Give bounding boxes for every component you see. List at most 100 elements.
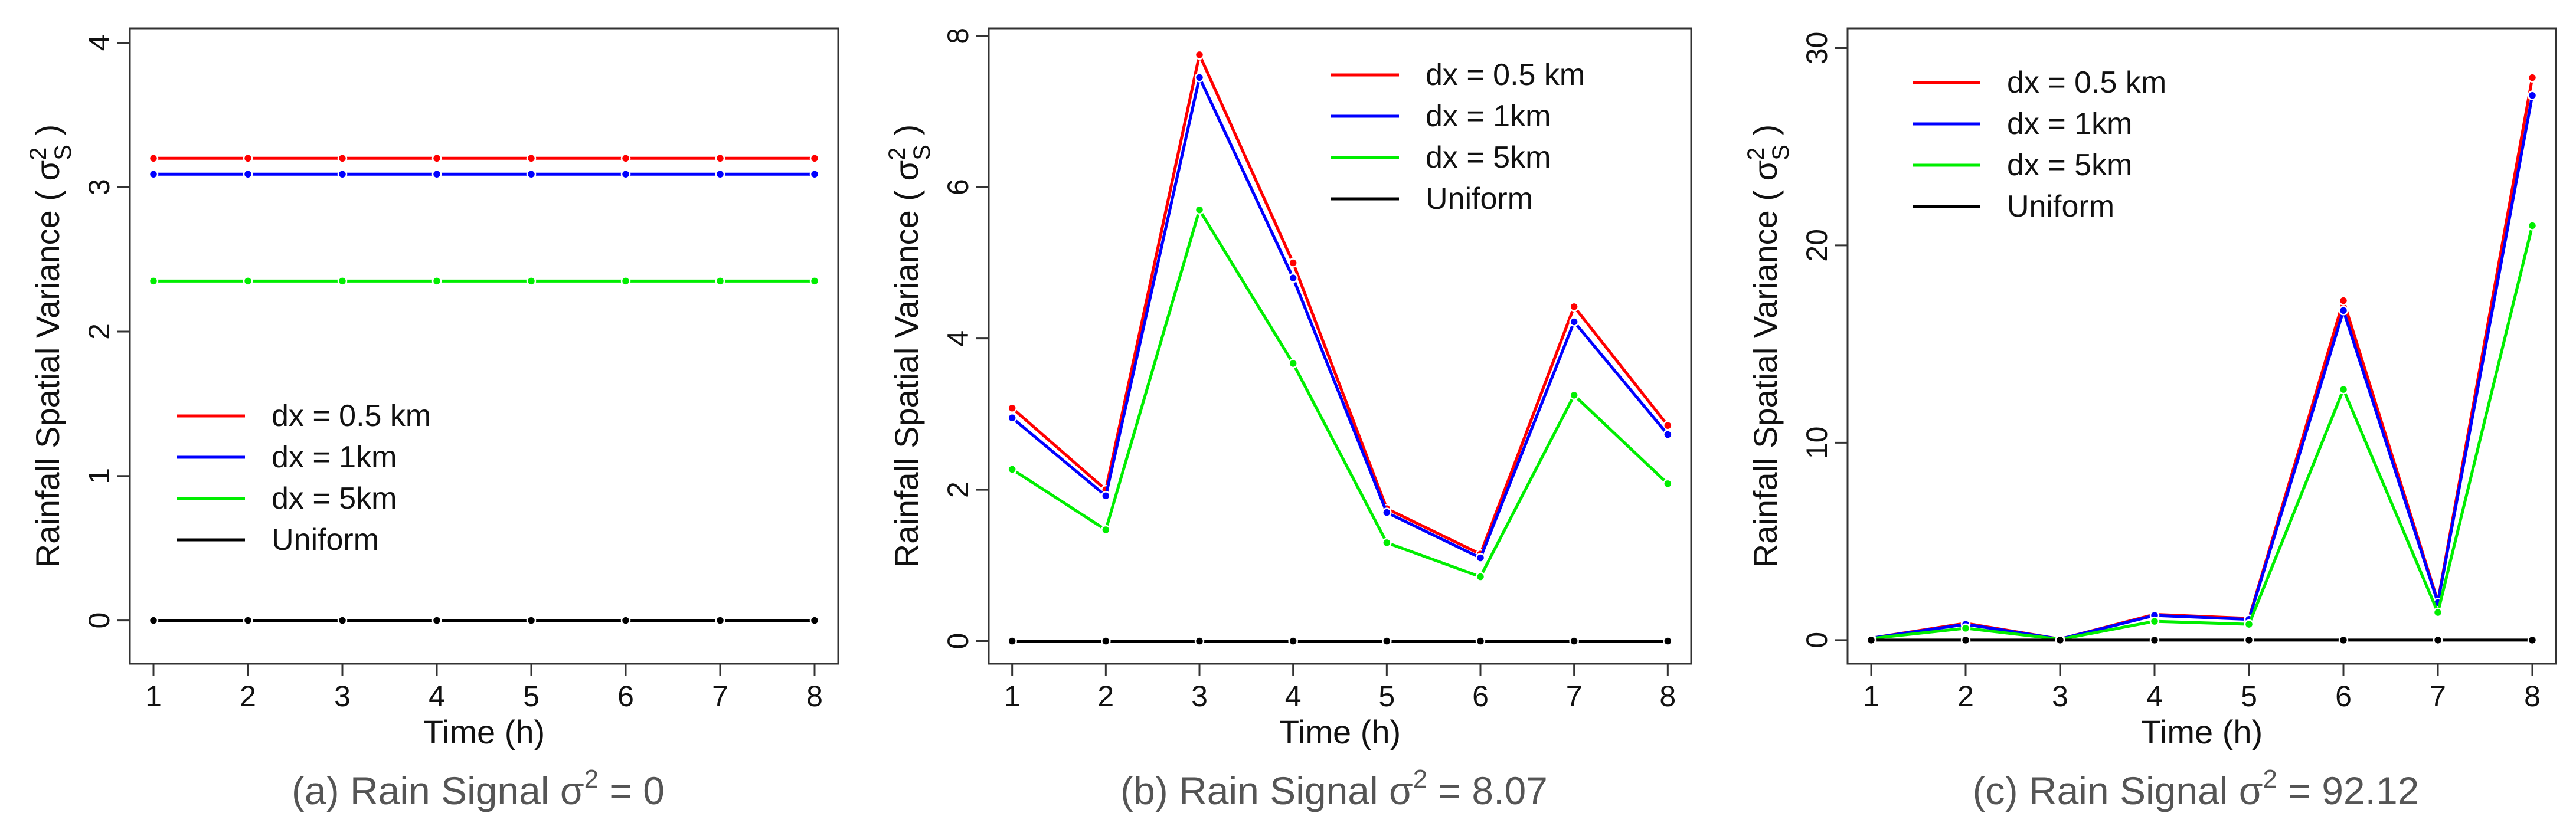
plot-frame — [988, 27, 1692, 665]
x-axis-label: Time (h) — [1279, 713, 1401, 750]
y-axis-label-sub: S — [1768, 145, 1794, 160]
y-axis-label-text: Rainfall Spatial Variance ( σ — [1747, 160, 1784, 568]
x-tick-label: 6 — [617, 680, 634, 713]
data-point — [526, 153, 537, 163]
data-point — [2527, 73, 2538, 83]
data-point — [1288, 273, 1298, 283]
data-point — [715, 153, 725, 163]
plot-frame — [129, 27, 839, 665]
chart-panel-2: 0 2 4 6 8 1 2 3 4 5 6 7 8 Time (h) Rainfall Spatial Va… — [884, 27, 1692, 812]
x-tick-label: 4 — [2146, 680, 2163, 713]
panel-caption-value: = 92.12 — [2277, 769, 2419, 812]
chart-panel-1: 0 1 2 3 4 1 2 3 4 5 6 7 8 Time (h) Rainfall Spatial Va… — [25, 27, 839, 812]
x-tick-label: 8 — [2524, 680, 2541, 713]
x-axis-label: Time (h) — [2141, 713, 2263, 750]
data-point — [1007, 464, 1017, 474]
data-point — [1101, 636, 1111, 646]
data-point — [715, 169, 725, 179]
data-point — [243, 276, 253, 286]
data-point — [1288, 636, 1298, 646]
y-axis-label-sup: 2 — [1743, 148, 1769, 160]
data-point — [2433, 607, 2443, 618]
y-tick-label: 3 — [83, 179, 116, 195]
y-tick-label: 0 — [83, 612, 116, 629]
x-tick-label: 5 — [2241, 680, 2257, 713]
y-tick-label: 4 — [83, 35, 116, 51]
y-tick-label: 0 — [1800, 632, 1833, 648]
legend-label-1: dx = 0.5 km — [1426, 58, 1585, 92]
y-tick-label: 8 — [942, 28, 975, 44]
data-point — [1960, 635, 1971, 645]
plot-frame — [1846, 27, 2557, 665]
y-tick-label: 2 — [83, 323, 116, 340]
panel-caption-sup: 2 — [1413, 765, 1427, 794]
x-tick-label: 7 — [2430, 680, 2446, 713]
x-tick-label: 2 — [240, 680, 256, 713]
legend-label-4: Uniform — [1426, 182, 1533, 216]
data-point — [620, 276, 631, 286]
panel-caption: (a) Rain Signal σ2 = 0 — [292, 765, 665, 812]
x-tick-label: 3 — [1191, 680, 1208, 713]
panel-caption: (c) Rain Signal σ2 = 92.12 — [1973, 765, 2420, 812]
data-point — [2149, 635, 2160, 645]
data-point — [1382, 507, 1392, 517]
data-point — [2527, 635, 2538, 645]
data-point — [2338, 384, 2349, 395]
legend-label-2: dx = 1km — [1426, 99, 1551, 133]
y-axis-label: Rainfall Spatial Variance ( σ2S ) — [25, 124, 76, 568]
legend-label-2: dx = 1km — [2007, 107, 2132, 141]
data-point — [1866, 635, 1877, 645]
x-tick-label: 7 — [1566, 680, 1583, 713]
data-point — [2149, 616, 2160, 627]
legend-label-2: dx = 1km — [272, 440, 397, 474]
data-point — [2433, 635, 2443, 645]
y-tick-label: 10 — [1800, 427, 1833, 460]
y-axis-label: Rainfall Spatial Variance ( σ2S ) — [1743, 124, 1794, 568]
data-point — [809, 615, 820, 625]
data-point — [431, 169, 442, 179]
series-line-3 — [1871, 225, 2534, 641]
x-tick-label: 1 — [145, 680, 162, 713]
data-point — [620, 169, 631, 179]
panel-caption-value: = 8.07 — [1427, 769, 1548, 812]
legend-label-3: dx = 5km — [2007, 148, 2132, 182]
data-point — [2338, 635, 2349, 645]
legend-label-4: Uniform — [272, 523, 379, 557]
data-point — [337, 169, 348, 179]
y-axis-label-close: ) — [1747, 124, 1784, 145]
x-tick-label: 5 — [1378, 680, 1395, 713]
y-tick-label: 20 — [1800, 229, 1833, 262]
data-point — [148, 615, 159, 625]
data-point — [715, 615, 725, 625]
y-tick-label: 2 — [942, 481, 975, 498]
x-tick-label: 1 — [1004, 680, 1021, 713]
data-point — [148, 276, 159, 286]
data-point — [1569, 301, 1579, 312]
data-point — [1475, 572, 1486, 582]
data-point — [620, 153, 631, 163]
data-point — [1007, 403, 1017, 413]
data-point — [1569, 636, 1579, 646]
x-tick-label: 6 — [2335, 680, 2352, 713]
panel-caption-text: (c) Rain Signal σ — [1973, 769, 2263, 812]
data-point — [620, 615, 631, 625]
data-point — [526, 169, 537, 179]
y-tick-label: 30 — [1800, 32, 1833, 65]
data-point — [1569, 390, 1579, 401]
x-tick-label: 4 — [1285, 680, 1302, 713]
data-point — [431, 153, 442, 163]
data-point — [2244, 619, 2254, 630]
x-tick-label: 1 — [1863, 680, 1879, 713]
data-point — [1101, 525, 1111, 535]
data-point — [337, 615, 348, 625]
data-point — [2338, 306, 2349, 316]
data-point — [2338, 296, 2349, 306]
x-tick-label: 3 — [334, 680, 351, 713]
data-point — [1960, 623, 1971, 634]
data-point — [2055, 635, 2065, 645]
data-point — [2244, 635, 2254, 645]
data-point — [1382, 636, 1392, 646]
panel-caption-text: (b) Rain Signal σ — [1120, 769, 1413, 812]
chart-panel-3: 0 10 20 30 1 2 3 4 5 6 7 8 Time (h) Rainfall Spatial … — [1743, 27, 2557, 812]
y-axis-label-text: Rainfall Spatial Variance ( σ — [888, 160, 925, 568]
